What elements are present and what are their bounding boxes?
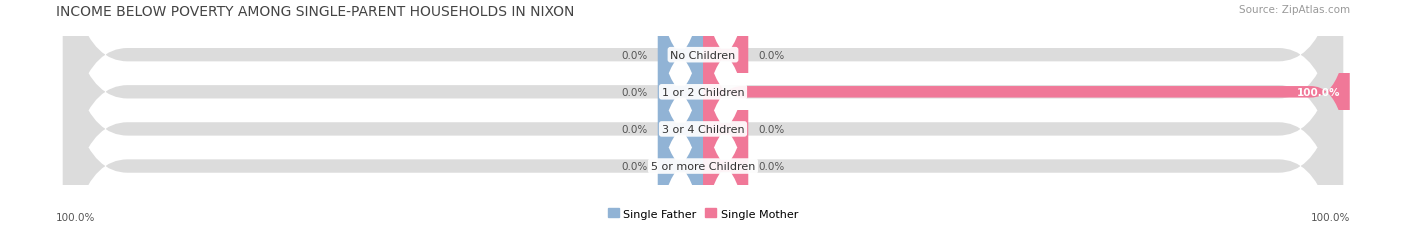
Legend: Single Father, Single Mother: Single Father, Single Mother [603, 204, 803, 223]
FancyBboxPatch shape [658, 0, 703, 161]
Text: 0.0%: 0.0% [758, 50, 785, 61]
FancyBboxPatch shape [703, 0, 1350, 198]
Text: 100.0%: 100.0% [1310, 212, 1350, 222]
FancyBboxPatch shape [658, 0, 703, 198]
Text: 0.0%: 0.0% [758, 161, 785, 171]
FancyBboxPatch shape [658, 24, 703, 231]
Text: 1 or 2 Children: 1 or 2 Children [662, 87, 744, 97]
Text: 0.0%: 0.0% [621, 124, 648, 134]
FancyBboxPatch shape [63, 0, 1343, 231]
Text: 0.0%: 0.0% [621, 50, 648, 61]
Text: 0.0%: 0.0% [621, 161, 648, 171]
Text: 100.0%: 100.0% [56, 212, 96, 222]
FancyBboxPatch shape [703, 24, 748, 231]
Text: 3 or 4 Children: 3 or 4 Children [662, 124, 744, 134]
Text: 0.0%: 0.0% [758, 124, 785, 134]
Text: No Children: No Children [671, 50, 735, 61]
FancyBboxPatch shape [63, 0, 1343, 231]
FancyBboxPatch shape [658, 61, 703, 231]
Text: 0.0%: 0.0% [621, 87, 648, 97]
FancyBboxPatch shape [703, 0, 748, 161]
Text: INCOME BELOW POVERTY AMONG SINGLE-PARENT HOUSEHOLDS IN NIXON: INCOME BELOW POVERTY AMONG SINGLE-PARENT… [56, 5, 575, 18]
Text: 100.0%: 100.0% [1296, 87, 1340, 97]
FancyBboxPatch shape [703, 61, 748, 231]
Text: 5 or more Children: 5 or more Children [651, 161, 755, 171]
FancyBboxPatch shape [63, 0, 1343, 231]
Text: Source: ZipAtlas.com: Source: ZipAtlas.com [1239, 5, 1350, 15]
FancyBboxPatch shape [63, 0, 1343, 231]
